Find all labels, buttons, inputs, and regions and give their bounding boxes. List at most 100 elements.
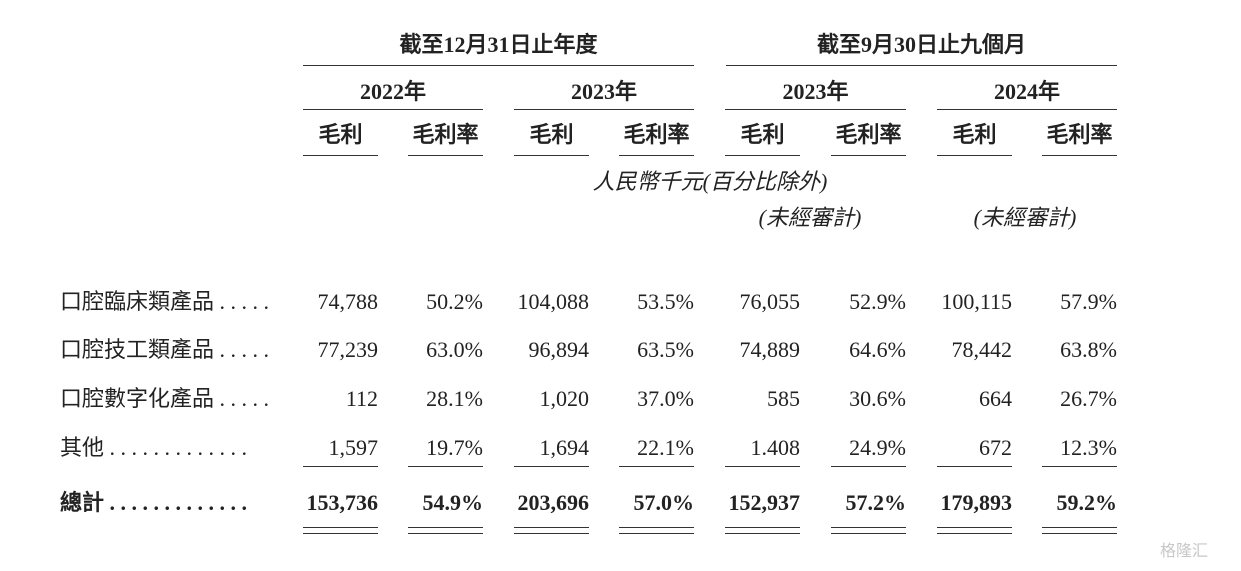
rule <box>725 109 906 110</box>
cell: 57.9% <box>1060 289 1117 314</box>
rule <box>1042 155 1117 156</box>
rule <box>831 527 906 528</box>
rule <box>831 533 906 534</box>
rule <box>303 155 378 156</box>
cell: 63.5% <box>637 337 694 362</box>
cell: 76,055 <box>739 289 801 314</box>
rule <box>937 466 1012 467</box>
cell: 77,239 <box>317 337 379 362</box>
cell: 74,889 <box>739 337 801 362</box>
rule <box>619 155 694 156</box>
cell: 1,597 <box>328 435 379 460</box>
year: 2022年 <box>359 79 426 104</box>
rule <box>831 155 906 156</box>
total-cell: 54.9% <box>422 490 484 515</box>
column-header: 毛利 <box>952 122 997 147</box>
cell: 74,788 <box>317 289 379 314</box>
cell: 1,694 <box>539 435 590 460</box>
total-cell: 59.2% <box>1056 490 1118 515</box>
rule <box>937 527 1012 528</box>
cell: 1,020 <box>539 386 590 411</box>
column-header: 毛利率 <box>623 122 690 147</box>
rule <box>408 466 483 467</box>
cell: 53.5% <box>637 289 694 314</box>
column-header: 毛利率 <box>1046 122 1113 147</box>
column-header: 毛利率 <box>835 122 902 147</box>
rule <box>408 527 483 528</box>
cell: 12.3% <box>1060 435 1117 460</box>
cell: 664 <box>979 386 1012 411</box>
cell: 78,442 <box>951 337 1013 362</box>
group-title: 截至12月31日止年度 <box>399 32 598 57</box>
unaudited: (未經審計) <box>758 205 862 230</box>
rule <box>937 155 1012 156</box>
rule <box>619 533 694 534</box>
cell: 96,894 <box>528 337 590 362</box>
cell: 52.9% <box>849 289 906 314</box>
cell: 63.0% <box>426 337 483 362</box>
cell: 26.7% <box>1060 386 1117 411</box>
rule <box>1042 533 1117 534</box>
rule <box>303 109 483 110</box>
rule <box>1042 466 1117 467</box>
rule <box>831 466 906 467</box>
year: 2023年 <box>570 79 637 104</box>
rule <box>619 466 694 467</box>
row-label: 口腔技工類產品 . . . . . <box>60 337 270 362</box>
rule <box>725 466 800 467</box>
rule <box>408 155 483 156</box>
cell: 63.8% <box>1060 337 1117 362</box>
cell: 64.6% <box>849 337 906 362</box>
rule <box>514 527 589 528</box>
year: 2023年 <box>782 79 849 104</box>
rule <box>725 527 800 528</box>
rule <box>303 533 378 534</box>
rule <box>303 65 694 66</box>
rule <box>1042 527 1117 528</box>
rule <box>303 466 378 467</box>
cell: 30.6% <box>849 386 906 411</box>
row-label: 口腔臨床類產品 . . . . . <box>60 289 270 314</box>
rule <box>514 109 694 110</box>
unaudited: (未經審計) <box>973 205 1077 230</box>
cell: 19.7% <box>426 435 483 460</box>
cell: 24.9% <box>849 435 906 460</box>
rule <box>514 466 589 467</box>
rule <box>726 65 1117 66</box>
rule <box>303 527 378 528</box>
cell: 1.408 <box>750 435 801 460</box>
watermark: 格隆汇 <box>1160 541 1209 560</box>
rule <box>725 533 800 534</box>
rule <box>408 533 483 534</box>
rule <box>937 533 1012 534</box>
total-cell: 57.2% <box>845 490 907 515</box>
rule <box>619 527 694 528</box>
row-label: 口腔數字化產品 . . . . . <box>60 386 270 411</box>
column-header: 毛利 <box>529 122 574 147</box>
cell: 104,088 <box>517 289 590 314</box>
cell: 37.0% <box>637 386 694 411</box>
cell: 112 <box>345 386 378 411</box>
cell: 585 <box>767 386 800 411</box>
total-label: 總計 . . . . . . . . . . . . . <box>60 490 248 515</box>
total-cell: 152,937 <box>728 490 801 515</box>
group-title: 截至9月30日止九個月 <box>816 32 1026 57</box>
cell: 672 <box>979 435 1012 460</box>
year: 2024年 <box>993 79 1060 104</box>
total-cell: 153,736 <box>306 490 379 515</box>
rule <box>937 109 1117 110</box>
column-header: 毛利 <box>740 122 785 147</box>
rule <box>725 155 800 156</box>
column-header: 毛利 <box>318 122 363 147</box>
rule <box>514 533 589 534</box>
total-cell: 57.0% <box>633 490 695 515</box>
cell: 50.2% <box>426 289 483 314</box>
total-cell: 203,696 <box>517 490 590 515</box>
column-header: 毛利率 <box>412 122 479 147</box>
cell: 100,115 <box>941 289 1012 314</box>
rule <box>514 155 589 156</box>
cell: 28.1% <box>426 386 483 411</box>
row-label: 其他 . . . . . . . . . . . . . <box>60 435 248 460</box>
unit: 人民幣千元(百分比除外) <box>592 169 828 194</box>
